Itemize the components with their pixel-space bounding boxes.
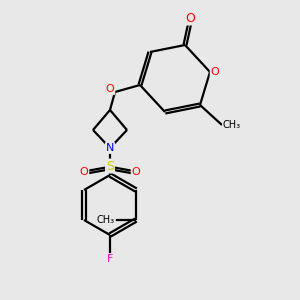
- Text: N: N: [106, 143, 114, 153]
- Text: O: O: [80, 167, 88, 177]
- Text: O: O: [132, 167, 140, 177]
- Text: F: F: [107, 254, 113, 264]
- Text: O: O: [106, 84, 114, 94]
- Text: CH₃: CH₃: [223, 120, 241, 130]
- Text: O: O: [185, 11, 195, 25]
- Text: O: O: [211, 67, 219, 77]
- Text: S: S: [106, 160, 114, 172]
- Text: CH₃: CH₃: [97, 215, 115, 225]
